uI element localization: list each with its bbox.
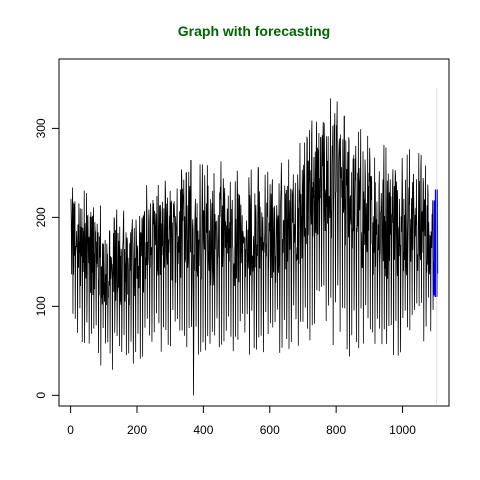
x-tick-label: 200 <box>127 423 147 437</box>
x-tick-label: 400 <box>193 423 213 437</box>
x-tick-label: 0 <box>67 423 74 437</box>
plot-frame <box>58 58 450 407</box>
y-tick-label: 100 <box>34 296 48 316</box>
series-observed-line <box>70 98 435 396</box>
y-tick-label: 0 <box>34 392 48 399</box>
x-tick-label: 1000 <box>389 423 416 437</box>
x-tick-label: 800 <box>326 423 346 437</box>
chart-title: Graph with forecasting <box>178 23 330 39</box>
x-tick-label: 600 <box>260 423 280 437</box>
series-layer <box>70 88 439 405</box>
y-tick-label: 300 <box>34 118 48 138</box>
y-tick-label: 200 <box>34 207 48 227</box>
